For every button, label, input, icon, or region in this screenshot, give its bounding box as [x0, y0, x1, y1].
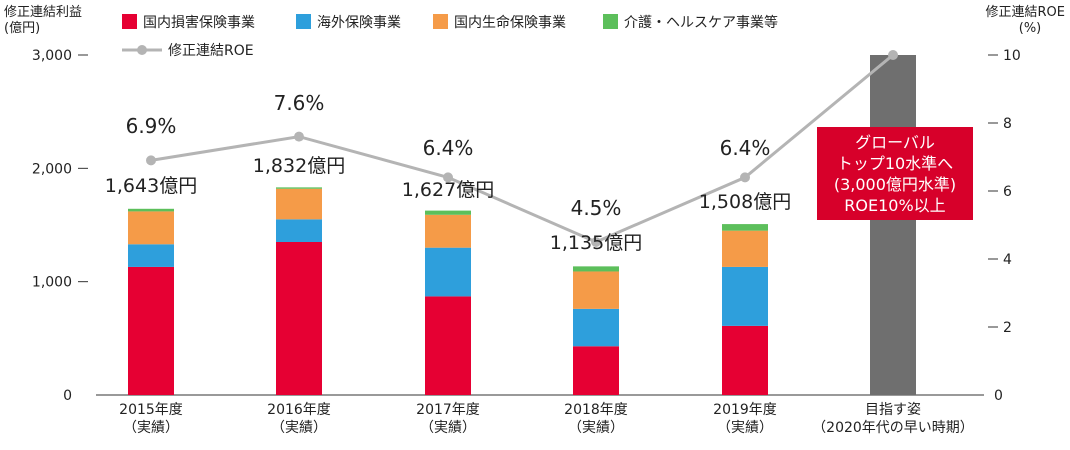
category-label: 2016年度 [267, 402, 331, 418]
right-axis-title: (%) [1019, 21, 1042, 36]
right-axis-title: 修正連結ROE [986, 5, 1065, 20]
category-label: （実績） [123, 420, 179, 436]
bar-segment [722, 266, 768, 326]
left-tick-label: 0 [63, 388, 72, 404]
total-label: 1,643億円 [105, 175, 197, 197]
total-label: 1,627億円 [402, 179, 494, 201]
category-label: 2018年度 [564, 402, 628, 418]
annotation-text: トップ10水準へ [837, 154, 953, 173]
roe-point [888, 50, 898, 60]
bar-segment [128, 208, 174, 212]
target-bar [870, 55, 916, 395]
category-label: 2017年度 [416, 402, 480, 418]
right-tick-label: 4 [1003, 252, 1012, 268]
bar-segment [573, 308, 619, 347]
roe-label: 6.4% [720, 136, 771, 160]
right-tick-label: 2 [1003, 320, 1012, 336]
roe-label: 6.9% [126, 114, 177, 138]
roe-label: 6.4% [423, 136, 474, 160]
right-tick-label: 8 [1003, 116, 1012, 132]
category-label: （実績） [568, 420, 624, 436]
left-tick-label: 3,000 [32, 48, 72, 64]
legend-label: 海外保険事業 [317, 15, 401, 31]
left-tick-label: 1,000 [32, 275, 72, 291]
legend-marker [137, 45, 147, 55]
legend-swatch [122, 14, 137, 29]
right-tick-label: 0 [994, 388, 1003, 404]
right-tick-label: 6 [1003, 184, 1012, 200]
category-label: 目指す姿 [865, 402, 921, 418]
left-tick-label: 2,000 [32, 161, 72, 177]
roe-point [740, 172, 750, 183]
legend-swatch [603, 14, 618, 29]
left-axis-title: 修正連結利益 [4, 5, 82, 20]
bar-segment [425, 296, 471, 395]
legend-swatch [433, 14, 448, 29]
annotation-text: グローバル [855, 133, 935, 152]
legend-label: 介護・ヘルスケア事業等 [624, 14, 778, 31]
roe-point [146, 155, 156, 166]
bar-segment [128, 266, 174, 395]
category-label: （実績） [717, 420, 773, 436]
roe-label: 7.6% [274, 91, 325, 115]
axes: 修正連結利益(億円)修正連結ROE(%)01,0002,0003,0000246… [4, 5, 1065, 436]
bar-segment [722, 230, 768, 267]
total-label: 1,135億円 [550, 232, 642, 254]
legend-label: 修正連結ROE [168, 43, 254, 59]
bar-segment [276, 188, 322, 220]
left-axis-title: (億円) [4, 20, 40, 36]
total-label: 1,832億円 [253, 155, 345, 177]
legend-label: 国内生命保険事業 [454, 14, 566, 31]
roe-polyline [150, 53, 894, 244]
legend-label: 国内損害保険事業 [143, 15, 255, 31]
bar-segment [425, 247, 471, 297]
data-labels: 6.9% 1,643億円 7.6% 1,832億円 6.4% 1,627億円 4.5% 1,1… [105, 91, 791, 254]
bar-segment [722, 325, 768, 395]
bar-segment [276, 242, 322, 395]
annotation-bg [817, 127, 973, 220]
bar-segment [425, 210, 471, 215]
bar-segment [573, 271, 619, 309]
bar-segment [573, 346, 619, 395]
bar-segment [276, 187, 322, 189]
right-tick-label: 10 [1003, 48, 1021, 64]
category-label: （実績） [271, 420, 327, 436]
annotation-text: ROE10%以上 [844, 196, 945, 215]
category-label: 2015年度 [119, 402, 183, 418]
category-label: 2019年度 [713, 402, 777, 418]
category-label: （2020年代の早い時期） [812, 420, 974, 436]
total-label: 1,508億円 [699, 191, 791, 213]
bar-segment [128, 244, 174, 267]
bars [128, 55, 916, 395]
bar-segment [425, 214, 471, 248]
roe-point [443, 172, 453, 183]
bar-segment [276, 219, 322, 242]
roe-point [294, 131, 304, 142]
legend-swatch [296, 14, 311, 29]
roe-label: 4.5% [571, 196, 622, 220]
annotation-text: (3,000億円水準) [834, 175, 956, 194]
roe-point [591, 237, 601, 247]
bar-segment [722, 224, 768, 231]
roe-line [146, 50, 898, 247]
bar-segment [128, 211, 174, 245]
bar-segment [573, 266, 619, 272]
category-label: （実績） [420, 420, 476, 436]
